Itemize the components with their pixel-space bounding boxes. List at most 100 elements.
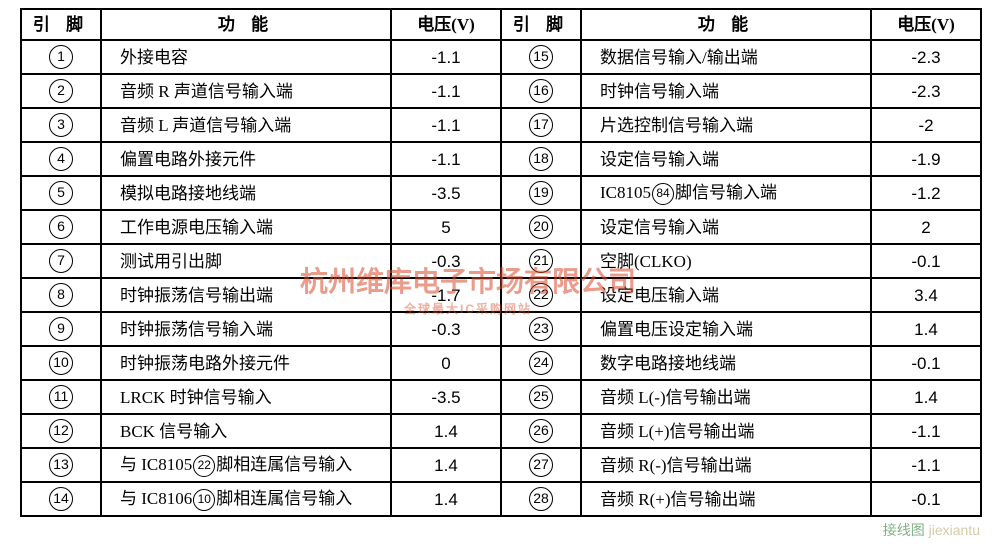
circled-pin-icon: 17: [529, 113, 553, 137]
func-cell: 音频 L(-)信号输出端: [581, 380, 871, 414]
func-cell: 与 IC810610脚相连属信号输入: [101, 482, 391, 516]
volt-cell: 1.4: [871, 380, 981, 414]
circled-pin-icon: 14: [49, 487, 73, 511]
func-cell: 时钟振荡信号输出端: [101, 278, 391, 312]
table-row: 3音频 L 声道信号输入端-1.117片选控制信号输入端-2: [21, 108, 981, 142]
func-cell: 音频 R 声道信号输入端: [101, 74, 391, 108]
circled-pin-icon: 26: [529, 419, 553, 443]
pin-cell: 3: [21, 108, 101, 142]
func-text-post: 脚相连属信号输入: [216, 489, 352, 508]
table-row: 4偏置电路外接元件-1.118设定信号输入端-1.9: [21, 142, 981, 176]
func-cell: 时钟振荡电路外接元件: [101, 346, 391, 380]
func-text: 音频 L(-)信号输出端: [600, 388, 751, 407]
table-row: 2音频 R 声道信号输入端-1.116时钟信号输入端-2.3: [21, 74, 981, 108]
func-cell: 设定信号输入端: [581, 210, 871, 244]
volt-value: 1.4: [434, 490, 458, 509]
volt-value: -0.1: [911, 354, 940, 373]
header-pin-right: 引 脚: [501, 9, 581, 40]
pin-cell: 24: [501, 346, 581, 380]
func-text: 偏置电压设定输入端: [600, 320, 753, 339]
volt-cell: -3.5: [391, 380, 501, 414]
func-cell: 空脚(CLKO): [581, 244, 871, 278]
func-cell: IC810584脚信号输入端: [581, 176, 871, 210]
func-text: 音频 R(-)信号输出端: [600, 456, 752, 475]
volt-cell: -1.1: [391, 74, 501, 108]
header-func-left: 功 能: [101, 9, 391, 40]
circled-pin-icon: 5: [49, 181, 73, 205]
volt-value: -1.1: [911, 456, 940, 475]
func-cell: BCK 信号输入: [101, 414, 391, 448]
table-row: 13与 IC810522脚相连属信号输入1.427音频 R(-)信号输出端-1.…: [21, 448, 981, 482]
volt-cell: -1.9: [871, 142, 981, 176]
func-cell: 设定电压输入端: [581, 278, 871, 312]
func-text-post: 脚信号输入端: [675, 183, 777, 202]
volt-value: -0.3: [431, 252, 460, 271]
volt-cell: 1.4: [391, 414, 501, 448]
pin-cell: 6: [21, 210, 101, 244]
header-pin-left: 引 脚: [21, 9, 101, 40]
volt-value: -1.9: [911, 150, 940, 169]
volt-cell: 1.4: [871, 312, 981, 346]
header-volt-left: 电压(V): [391, 9, 501, 40]
pin-cell: 22: [501, 278, 581, 312]
pin-cell: 26: [501, 414, 581, 448]
func-text: 时钟振荡信号输出端: [120, 286, 273, 305]
func-cell: 片选控制信号输入端: [581, 108, 871, 142]
inline-circled-icon: 10: [193, 489, 215, 511]
volt-value: 5: [441, 218, 450, 237]
func-text: 工作电源电压输入端: [120, 218, 273, 237]
pin-cell: 25: [501, 380, 581, 414]
pin-cell: 8: [21, 278, 101, 312]
circled-pin-icon: 23: [529, 317, 553, 341]
circled-pin-icon: 15: [529, 45, 553, 69]
func-text: 数据信号输入/输出端: [600, 48, 758, 67]
volt-cell: -1.1: [871, 414, 981, 448]
func-text: 设定电压输入端: [600, 286, 719, 305]
volt-value: -2.3: [911, 48, 940, 67]
func-text: 音频 R 声道信号输入端: [120, 82, 293, 101]
func-cell: LRCK 时钟信号输入: [101, 380, 391, 414]
volt-value: -0.3: [431, 320, 460, 339]
circled-pin-icon: 21: [529, 249, 553, 273]
func-text: 时钟信号输入端: [600, 82, 719, 101]
volt-cell: -2.3: [871, 74, 981, 108]
circled-pin-icon: 4: [49, 147, 73, 171]
table-row: 7测试用引出脚-0.321空脚(CLKO)-0.1: [21, 244, 981, 278]
volt-value: 1.4: [914, 388, 938, 407]
func-cell: 偏置电路外接元件: [101, 142, 391, 176]
func-text: 设定信号输入端: [600, 150, 719, 169]
volt-cell: -1.2: [871, 176, 981, 210]
volt-value: 0: [441, 354, 450, 373]
circled-pin-icon: 18: [529, 147, 553, 171]
volt-cell: 3.4: [871, 278, 981, 312]
func-cell: 数字电路接地线端: [581, 346, 871, 380]
func-text-pre: 与 IC8106: [120, 489, 192, 508]
volt-cell: -0.3: [391, 312, 501, 346]
pin-cell: 13: [21, 448, 101, 482]
volt-value: 1.4: [914, 320, 938, 339]
corner-mark-2: jiexiantu: [929, 522, 980, 538]
func-cell: 与 IC810522脚相连属信号输入: [101, 448, 391, 482]
volt-cell: 0: [391, 346, 501, 380]
pin-cell: 28: [501, 482, 581, 516]
volt-cell: -1.7: [391, 278, 501, 312]
pin-cell: 15: [501, 40, 581, 74]
pin-cell: 20: [501, 210, 581, 244]
pin-cell: 21: [501, 244, 581, 278]
pin-cell: 19: [501, 176, 581, 210]
circled-pin-icon: 8: [49, 283, 73, 307]
func-cell: 外接电容: [101, 40, 391, 74]
volt-value: 2: [921, 218, 930, 237]
pin-cell: 1: [21, 40, 101, 74]
circled-pin-icon: 6: [49, 215, 73, 239]
table-row: 1外接电容-1.115数据信号输入/输出端-2.3: [21, 40, 981, 74]
volt-value: -2: [918, 116, 933, 135]
volt-value: -3.5: [431, 184, 460, 203]
func-text: 数字电路接地线端: [600, 354, 736, 373]
table-row: 10时钟振荡电路外接元件024数字电路接地线端-0.1: [21, 346, 981, 380]
table-row: 5模拟电路接地线端-3.519IC810584脚信号输入端-1.2: [21, 176, 981, 210]
volt-cell: -1.1: [871, 448, 981, 482]
circled-pin-icon: 3: [49, 113, 73, 137]
table-row: 11LRCK 时钟信号输入-3.525音频 L(-)信号输出端1.4: [21, 380, 981, 414]
volt-cell: 2: [871, 210, 981, 244]
